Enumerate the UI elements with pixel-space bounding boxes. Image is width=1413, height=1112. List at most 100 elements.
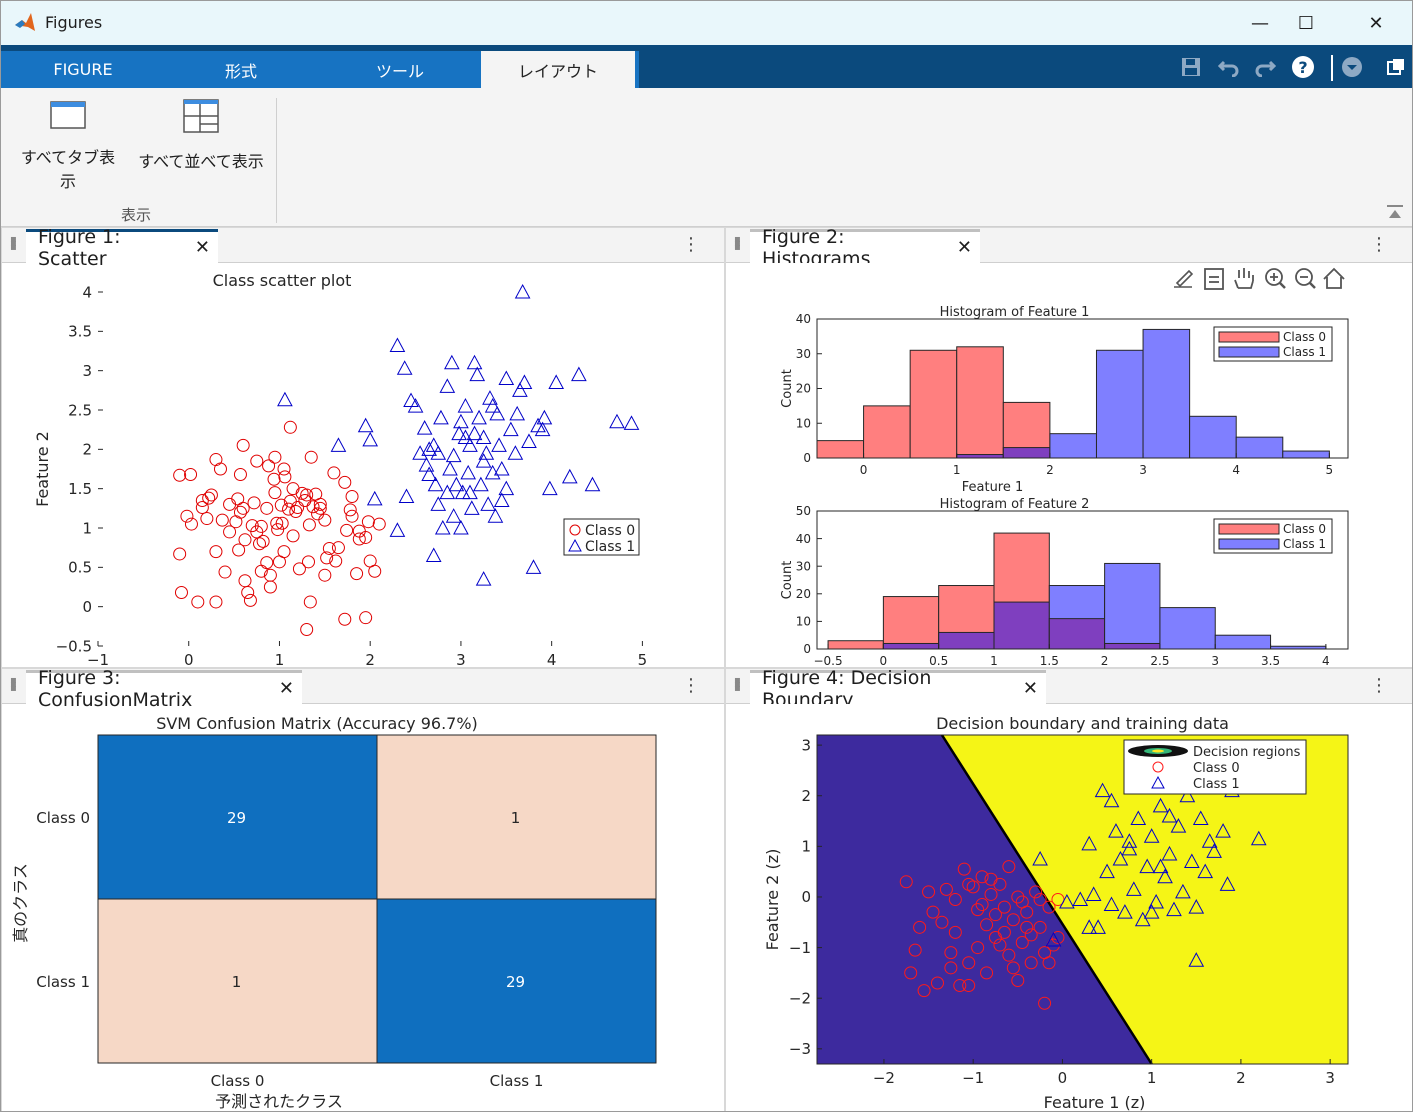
- histogram-bar: [1270, 645, 1327, 650]
- maximize-button[interactable]: ☐: [1283, 7, 1329, 39]
- close-tab-icon[interactable]: ✕: [194, 237, 210, 258]
- tile-all-label: すべて並べて表示: [138, 152, 264, 171]
- tab-figure-1[interactable]: Figure 1: Scatter ✕: [26, 226, 218, 270]
- more-options-icon[interactable]: ⋮: [682, 234, 700, 255]
- figure-3-header: ▪ ▪ ▪ Figure 3: ConfusionMatrix ✕ ⋮: [2, 667, 724, 711]
- close-tab-icon[interactable]: ✕: [278, 678, 294, 699]
- collapse-menu-icon[interactable]: [1338, 53, 1366, 81]
- x-tick-label: −2: [873, 1069, 895, 1087]
- class-1-point: [1032, 850, 1048, 866]
- ribbon-separator: [276, 98, 277, 223]
- y-tick-label: 1.5: [68, 480, 92, 498]
- class-0-point: [303, 595, 317, 609]
- y-tick-label: −3: [789, 1040, 811, 1058]
- y-tick-label: −1: [789, 939, 811, 957]
- row-label: Class 1: [36, 973, 90, 991]
- pan-icon: [1234, 268, 1254, 289]
- class-1-point: [1103, 792, 1120, 808]
- class-1-point: [1215, 823, 1231, 838]
- x-tick-label: 3: [456, 651, 466, 667]
- class-1-point: [1045, 931, 1062, 947]
- x-tick-label: 2: [1236, 1069, 1246, 1087]
- histogram-bar: [1282, 450, 1330, 459]
- redo-icon[interactable]: [1251, 53, 1279, 81]
- tab-figure-4[interactable]: Figure 4: Decision Boundary ✕: [750, 667, 1046, 711]
- more-options-icon[interactable]: ⋮: [682, 675, 700, 696]
- class-0-point: [302, 518, 316, 532]
- y-tick-label: −0.5: [56, 637, 92, 655]
- tab-all-button[interactable]: すべてタブ表示: [13, 98, 123, 192]
- class-1-point: [509, 405, 526, 421]
- y-tick-label: 0.5: [68, 559, 92, 577]
- tab-format[interactable]: 形式: [224, 61, 257, 81]
- undo-icon[interactable]: [1215, 53, 1243, 81]
- class-1-point: [1059, 893, 1075, 909]
- x-tick-label: 1.5: [1040, 654, 1059, 667]
- y-tick-label: 2: [801, 787, 811, 805]
- class-1-point: [462, 437, 478, 452]
- help-icon[interactable]: ?: [1289, 53, 1317, 81]
- close-icon: ✕: [1368, 12, 1384, 34]
- histogram-overlap-bar: [993, 601, 1050, 650]
- class-1-point: [418, 457, 435, 472]
- close-tab-icon[interactable]: ✕: [1022, 678, 1038, 699]
- scatter-plot[interactable]: Class scatter plot −1 0 1 2 3 4 5 −0.5 0 0.5 1 1.5 2 2…: [2, 263, 724, 667]
- minimize-button[interactable]: —: [1237, 7, 1283, 39]
- class-0-point: [904, 966, 918, 980]
- class-0-point: [331, 541, 345, 555]
- class-0-point: [352, 524, 366, 538]
- x-tick-label: −1: [87, 651, 109, 667]
- class-0-point: [243, 593, 257, 607]
- class-1-point: [425, 547, 442, 563]
- class-1-point: [473, 476, 489, 492]
- class-0-point: [343, 503, 357, 517]
- collapse-ribbon-icon[interactable]: [1386, 204, 1404, 220]
- drag-handle-icon[interactable]: ▪ ▪ ▪: [10, 675, 17, 694]
- chart-title: Histogram of Feature 1: [940, 305, 1090, 320]
- close-tab-icon[interactable]: ✕: [956, 237, 972, 258]
- class-1-point: [1170, 818, 1187, 833]
- drag-handle-icon[interactable]: ▪ ▪ ▪: [734, 234, 741, 253]
- legend-swatch-blue: [1218, 538, 1280, 550]
- class-1-point: [1094, 782, 1111, 798]
- tab-figure-2[interactable]: Figure 2: Histograms ✕: [750, 226, 980, 270]
- save-icon[interactable]: [1177, 53, 1205, 81]
- class-0-point: [1029, 885, 1043, 899]
- class-0-point: [948, 925, 962, 939]
- class-0-point: [1024, 928, 1038, 942]
- y-tick-label: 1: [801, 838, 811, 856]
- tab-figure-3[interactable]: Figure 3: ConfusionMatrix ✕: [26, 667, 302, 711]
- class-0-point: [338, 475, 352, 489]
- more-options-icon[interactable]: ⋮: [1370, 234, 1388, 255]
- undock-icon[interactable]: [1382, 53, 1410, 81]
- class-0-point: [292, 562, 306, 576]
- confusion-matrix-plot[interactable]: SVM Confusion Matrix (Accuracy 96.7%) 29 1…: [2, 704, 724, 1112]
- class-0-point: [318, 568, 332, 582]
- class-0-point: [1011, 973, 1025, 987]
- close-button[interactable]: ✕: [1353, 7, 1399, 39]
- legend-label: Class 1: [1283, 345, 1326, 359]
- tile-all-button[interactable]: すべて並べて表示: [135, 98, 267, 172]
- class-0-point: [275, 516, 289, 530]
- class-0-point: [908, 943, 922, 957]
- decision-boundary-plot[interactable]: −2 −1 0 1 2 3 −3 −2 −1 0 1 2 3 Decision boundary and …: [726, 704, 1412, 1112]
- more-options-icon[interactable]: ⋮: [1370, 675, 1388, 696]
- class-0-point: [971, 941, 985, 955]
- tab-tools[interactable]: ツール: [375, 61, 424, 81]
- tab-figure[interactable]: FIGURE: [53, 60, 113, 79]
- class-1-point: [460, 464, 477, 480]
- drag-handle-icon[interactable]: ▪ ▪ ▪: [734, 675, 741, 694]
- tab-layout[interactable]: レイアウト: [481, 51, 635, 88]
- y-tick-label: 0: [82, 598, 92, 616]
- class-1-point: [1206, 843, 1222, 858]
- y-tick-label: 0: [801, 888, 811, 906]
- y-axis-label: Feature 2: [33, 431, 52, 507]
- drag-handle-icon[interactable]: ▪ ▪ ▪: [10, 234, 17, 253]
- class-0-point: [962, 956, 976, 970]
- class-1-point: [516, 374, 533, 389]
- class-0-point: [233, 505, 247, 519]
- class-1-point: [1201, 833, 1218, 848]
- class-1-point: [1179, 787, 1196, 803]
